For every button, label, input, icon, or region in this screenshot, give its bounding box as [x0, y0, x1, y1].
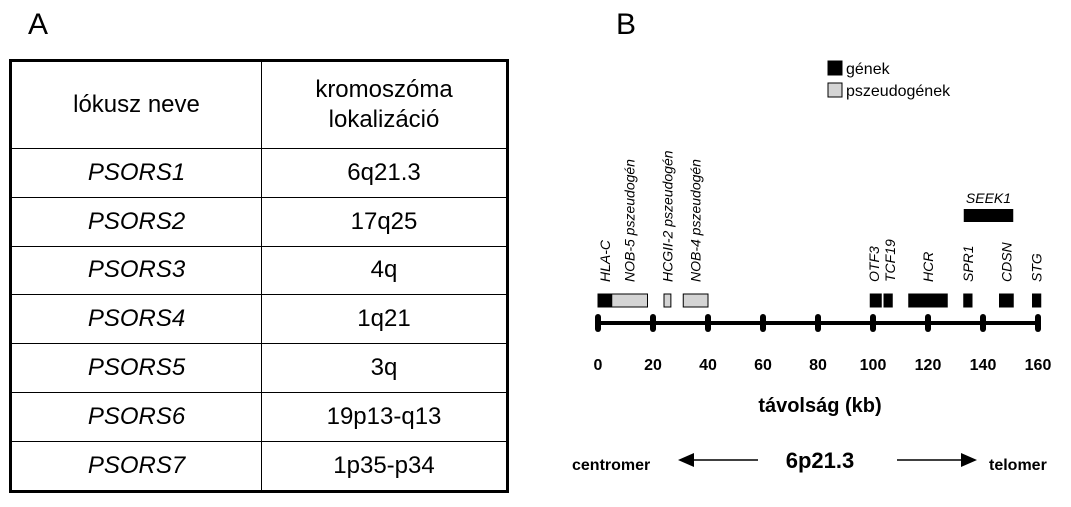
- gene-box-otf3: [869, 293, 882, 308]
- header-locus-name: lókusz neve: [10, 60, 262, 149]
- locus-location: 1p35-p34: [261, 440, 508, 492]
- pseudogene-box-nob-5-pszeudog-n: [611, 293, 648, 308]
- axis-tick-label: 100: [860, 357, 887, 374]
- legend-gene-swatch: [827, 60, 843, 76]
- axis-tick: [925, 314, 931, 332]
- seek1-label: SEEK1: [966, 190, 1011, 206]
- axis-tick: [595, 314, 601, 332]
- axis-tick: [870, 314, 876, 332]
- axis-tick-label: 120: [915, 357, 942, 374]
- table-row: PSORS2 17q25: [10, 196, 508, 247]
- locus-name: PSORS1: [10, 148, 262, 198]
- map-element-label: SPR1: [960, 245, 976, 282]
- locus-name: PSORS4: [10, 294, 262, 344]
- axis-tick-label: 20: [644, 357, 662, 374]
- gene-box-tcf19: [883, 293, 893, 308]
- table-row: PSORS7 1p35-p34: [10, 440, 508, 492]
- map-elements: HLA-C NOB-5 pszeudogén HCGII-2 pszeudogén N…: [597, 150, 1045, 308]
- map-element-label: OTF3: [866, 246, 882, 282]
- map-element-label: HCR: [920, 252, 936, 282]
- table-row: PSORS5 3q: [10, 343, 508, 393]
- table-row: PSORS3 4q: [10, 245, 508, 296]
- header-line-1: kromoszóma: [315, 76, 453, 103]
- locus-location: 1q21: [261, 294, 508, 344]
- centromer-label: centromer: [572, 457, 650, 474]
- map-element-label: CDSN: [998, 241, 1014, 282]
- seek1-bar: [963, 209, 1014, 222]
- locus-location: 19p13-q13: [261, 391, 508, 442]
- axis-tick-label: 140: [970, 357, 997, 374]
- axis-tick-label: 60: [754, 357, 772, 374]
- map-element-label: HLA-C: [597, 239, 613, 282]
- axis-tick: [705, 314, 711, 332]
- legend-pseudogene-label: pszeudogének: [846, 83, 951, 100]
- axis-tick: [650, 314, 656, 332]
- locus-location: 6q21.3: [261, 148, 508, 198]
- map-element-label: TCF19: [882, 239, 898, 282]
- locus-location: 3q: [261, 343, 508, 393]
- map-element-label: NOB-5 pszeudogén: [622, 159, 638, 282]
- table-header-row: lókusz neve kromoszóma lokalizáció: [10, 60, 508, 149]
- axis-tick-label: 160: [1025, 357, 1052, 374]
- telomer-label: telomer: [989, 457, 1047, 474]
- legend-gene-label: gének: [846, 61, 891, 78]
- locus-name: PSORS7: [10, 440, 262, 492]
- table-row: PSORS1 6q21.3: [10, 148, 508, 198]
- locus-location: 4q: [261, 245, 508, 296]
- axis-tick: [760, 314, 766, 332]
- axis-tick: [1035, 314, 1041, 332]
- gene-box-stg: [1032, 293, 1042, 308]
- axis-tick-label: 40: [699, 357, 717, 374]
- gene-box-hcr: [908, 293, 948, 308]
- locus-name: PSORS2: [10, 196, 262, 247]
- legend-pseudogene-swatch: [827, 82, 843, 98]
- map-element-label: STG: [1029, 253, 1045, 282]
- axis-ticks: 0 20 40 60 80 100 120 140 160: [594, 314, 1052, 374]
- gene-box-cdsn: [999, 293, 1014, 308]
- gene-box-hla-c: [597, 293, 613, 308]
- map-element-label: NOB-4 pszeudogén: [688, 159, 704, 282]
- map-element-label: HCGII-2 pszeudogén: [659, 150, 675, 282]
- arrow-left-icon: [678, 453, 694, 467]
- axis-tick: [980, 314, 986, 332]
- arrow-right-icon: [961, 453, 977, 467]
- gene-map-diagram: gének pszeudogének HLA-C NOB-5 pszeudogén…: [572, 60, 1052, 474]
- table-row: PSORS6 19p13-q13: [10, 391, 508, 442]
- map-legend: gének pszeudogének: [827, 60, 951, 100]
- axis-tick-label: 80: [809, 357, 827, 374]
- locus-name: PSORS6: [10, 391, 262, 442]
- locus-name: PSORS3: [10, 245, 262, 296]
- panel-label-b: B: [616, 8, 637, 41]
- locus-location: 17q25: [261, 196, 508, 247]
- axis-tick: [815, 314, 821, 332]
- axis-title: távolság (kb): [758, 395, 881, 417]
- panel-label-a: A: [28, 8, 49, 41]
- region-label: 6p21.3: [786, 448, 855, 473]
- pseudogene-box-hcgii-2-pszeudog-n: [663, 293, 672, 308]
- locus-table: lókusz neve kromoszóma lokalizáció PSORS…: [9, 59, 509, 493]
- locus-name: PSORS5: [10, 343, 262, 393]
- header-chromosome-location: kromoszóma lokalizáció: [261, 60, 508, 149]
- header-line-2: lokalizáció: [328, 106, 440, 133]
- axis-tick-label: 0: [594, 357, 603, 374]
- gene-box-spr1: [963, 293, 973, 308]
- pseudogene-box-nob-4-pszeudog-n: [682, 293, 709, 308]
- table-row: PSORS4 1q21: [10, 294, 508, 344]
